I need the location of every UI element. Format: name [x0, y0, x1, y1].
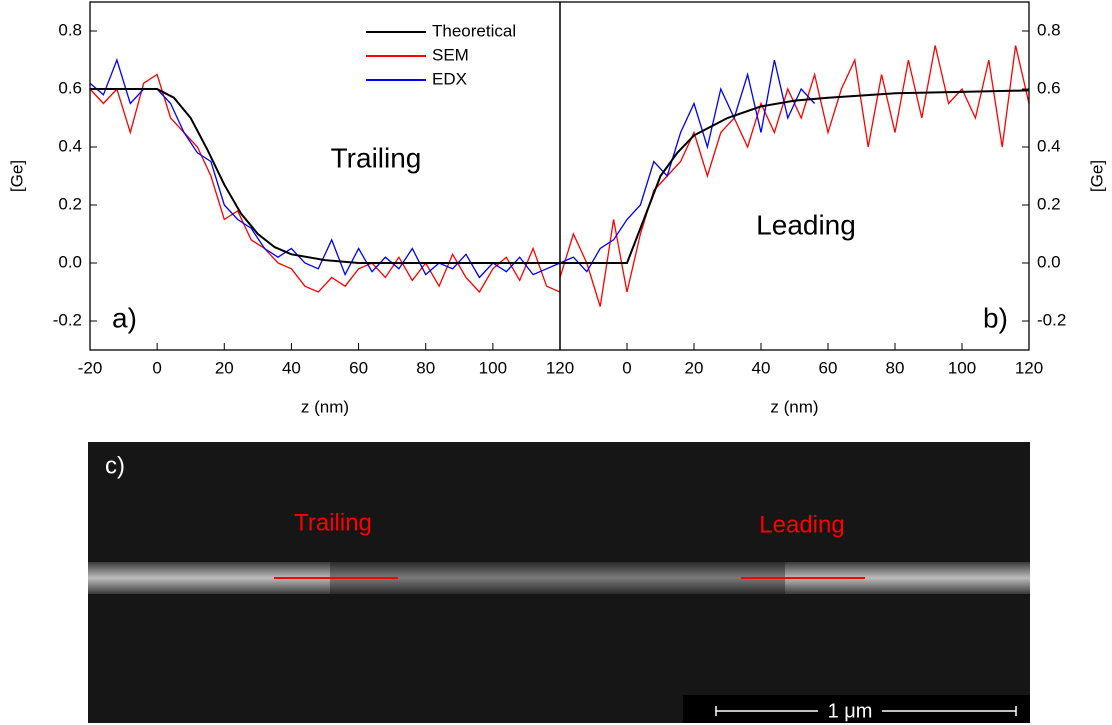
x-tick-label: 60: [349, 358, 368, 377]
x-tick-label: 100: [479, 358, 507, 377]
x-tick-label: 40: [282, 358, 301, 377]
panel-label: a): [112, 302, 137, 333]
x-tick-label: 40: [752, 358, 771, 377]
y-tick-label: -0.2: [53, 310, 82, 329]
x-tick-label: 120: [546, 358, 574, 377]
y-tick-label: 0.8: [1037, 20, 1061, 39]
y-axis-label: [Ge]: [1087, 160, 1106, 192]
series-line: [560, 46, 1029, 307]
x-axis-label: z (nm): [770, 397, 818, 416]
plot-frame: [90, 2, 560, 350]
series-line: [90, 60, 560, 278]
y-axis-label: [Ge]: [7, 160, 26, 192]
legend-label: Theoretical: [432, 21, 516, 40]
panel-label: c): [105, 452, 125, 479]
legend-label: SEM: [432, 45, 469, 64]
panel-label: b): [983, 302, 1008, 333]
plot-area: [560, 46, 1029, 307]
y-tick-label: 0.2: [1037, 194, 1061, 213]
x-tick-label: 60: [819, 358, 838, 377]
x-tick-label: 100: [948, 358, 976, 377]
x-tick-label: 120: [1015, 358, 1043, 377]
x-tick-label: 20: [685, 358, 704, 377]
x-tick-label: 0: [622, 358, 631, 377]
y-tick-label: 0.4: [58, 136, 82, 155]
annotation: Trailing: [331, 142, 422, 173]
x-tick-label: 20: [215, 358, 234, 377]
y-tick-label: 0.2: [58, 194, 82, 213]
scale-bar-label: 1 μm: [828, 700, 873, 722]
sem-image: c) Trailing Leading 1 μm: [88, 442, 1030, 723]
figure: c) Trailing Leading 1 μm -0.2 0.0 0.2 0.4 0.…: [0, 0, 1112, 725]
series-line: [90, 89, 560, 263]
image-label: Trailing: [294, 509, 372, 536]
y-tick-label: -0.2: [1037, 310, 1066, 329]
image-label: Leading: [759, 511, 844, 538]
y-tick-label: 0.6: [58, 78, 82, 97]
x-tick-label: 80: [886, 358, 905, 377]
plot-area: [90, 60, 560, 292]
x-axis-label: z (nm): [301, 397, 349, 416]
x-tick-label: -20: [78, 358, 103, 377]
y-tick-label: 0.4: [1037, 136, 1061, 155]
y-tick-label: 0.0: [1037, 252, 1061, 271]
annotation: Leading: [756, 209, 856, 240]
y-tick-label: 0.6: [1037, 78, 1061, 97]
y-tick-label: 0.0: [58, 252, 82, 271]
plot-frame: [560, 2, 1029, 350]
x-tick-label: 0: [152, 358, 161, 377]
legend-label: EDX: [432, 69, 467, 88]
y-tick-label: 0.8: [58, 20, 82, 39]
x-tick-label: 80: [416, 358, 435, 377]
